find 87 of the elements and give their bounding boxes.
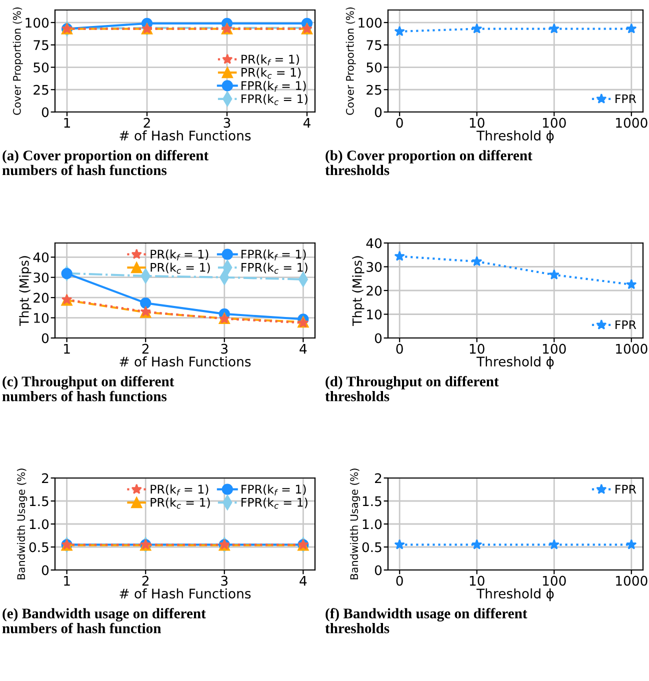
- x-tick-label: 2: [144, 118, 150, 128]
- legend-label: FPR: [616, 94, 636, 104]
- y-tick-label: 40: [366, 238, 382, 248]
- x-tick-label: 1000: [616, 576, 648, 586]
- legend-label: FPR: [616, 484, 636, 494]
- y-tick-label: 0.5: [362, 542, 382, 552]
- x-tick-label: 3: [224, 118, 230, 128]
- x-axis-title: # of Hash Functions: [120, 130, 251, 141]
- text: (b) Cover proportion on different thresholds: [325, 150, 532, 176]
- x-axis-title: Threshold ϕ: [476, 588, 554, 602]
- y-axis-title: Cover Proportion (%): [346, 7, 356, 115]
- x-tick-label: 4: [300, 344, 307, 354]
- x-axis-title: # of Hash Functions: [120, 588, 251, 599]
- y-tick-label: 0: [374, 565, 382, 576]
- x-tick-label: 4: [303, 118, 310, 128]
- legend-label: FPR(k$_{f}$ = 1): [242, 484, 306, 496]
- x-tick-label: 0: [396, 576, 403, 586]
- y-tick-label: 0: [374, 107, 382, 118]
- y-tick-label: 100: [358, 18, 382, 28]
- y-tick-label: 0: [42, 107, 49, 118]
- x-tick-label: 10: [470, 118, 484, 128]
- x-axis-title: Threshold ϕ: [476, 356, 554, 370]
- y-axis-title: Bandwidth Usage (%): [16, 468, 28, 580]
- y-tick-label: 10: [367, 309, 382, 320]
- x-tick-label: 1000: [616, 118, 648, 128]
- x-tick-label: 0: [396, 344, 403, 354]
- x-tick-label: 100: [542, 118, 566, 128]
- legend-label: FPR(k$_{c}$ = 1): [242, 498, 308, 509]
- x-tick-label: 4: [300, 576, 307, 586]
- x-tick-label: 3: [221, 344, 228, 354]
- x-tick-label: 1: [64, 118, 70, 128]
- legend-label: FPR: [616, 320, 636, 330]
- x-axis-title: Threshold ϕ: [476, 130, 554, 144]
- legend-label: PR(k$_{c}$ = 1): [242, 68, 301, 79]
- text: (a) Cover proportion on different numbers of hash functions: [2, 150, 209, 176]
- text: (f) Bandwidth usage on different thresholds: [325, 608, 528, 634]
- legend-label: FPR(k$_{f}$ = 1): [242, 249, 306, 260]
- legend-label: PR(k$_{f}$ = 1): [242, 54, 299, 66]
- x-tick-label: 1000: [616, 344, 648, 354]
- x-tick-label: 10: [470, 576, 484, 586]
- x-tick-label: 0: [396, 118, 403, 128]
- legend-label: PR(k$_{c}$ = 1): [150, 262, 210, 274]
- text: (e) Bandwidth usage on different numbers of hash function: [2, 608, 206, 634]
- y-tick-label: 0: [42, 565, 49, 576]
- x-tick-label: 1: [64, 344, 70, 354]
- y-tick-label: 75: [366, 40, 382, 50]
- y-tick-label: 0: [42, 333, 49, 344]
- legend-label: FPR(k$_{f}$ = 1): [242, 80, 306, 92]
- x-tick-label: 2: [142, 576, 148, 586]
- y-tick-label: 0: [374, 333, 382, 344]
- y-tick-label: 25: [366, 84, 382, 95]
- y-tick-label: 1.5: [362, 496, 382, 506]
- x-tick-label: 1: [64, 576, 70, 586]
- y-tick-label: 20: [34, 292, 49, 303]
- text: (d) Throughput on different thresholds: [325, 376, 499, 402]
- y-tick-label: 50: [34, 62, 49, 72]
- x-tick-label: 100: [542, 344, 566, 354]
- y-tick-label: 1.0: [30, 519, 49, 530]
- y-tick-label: 20: [366, 286, 382, 296]
- y-tick-label: 50: [366, 62, 382, 72]
- x-axis-title: # of Hash Functions: [120, 356, 251, 367]
- y-tick-label: 2: [375, 473, 382, 484]
- y-tick-label: 30: [366, 262, 382, 272]
- y-tick-label: 10: [34, 313, 49, 323]
- y-tick-label: 1.5: [30, 496, 48, 506]
- y-axis-title: Thpt (Mips): [19, 256, 32, 326]
- text: (c) Throughput on different numbers of hash functions: [2, 376, 174, 402]
- legend-label: PR(k$_{c}$ = 1): [150, 498, 210, 509]
- y-tick-label: 40: [33, 252, 49, 262]
- legend-label: PR(k$_{f}$ = 1): [150, 484, 208, 496]
- legend-label: PR(k$_{f}$ = 1): [150, 249, 208, 260]
- x-tick-label: 3: [221, 576, 228, 586]
- legend-label: FPR(k$_{c}$ = 1): [242, 262, 308, 274]
- x-tick-label: 100: [542, 576, 566, 586]
- y-axis-title: Cover Proportion (%): [12, 7, 23, 115]
- y-axis-title: Bandwidth Usage (%): [350, 468, 360, 580]
- y-tick-label: 25: [34, 84, 48, 95]
- x-tick-label: 2: [142, 344, 148, 354]
- y-tick-label: 2: [42, 473, 48, 484]
- y-tick-label: 75: [34, 40, 48, 50]
- y-tick-label: 1.0: [362, 519, 382, 530]
- x-tick-label: 10: [470, 344, 484, 354]
- y-tick-label: 30: [34, 272, 49, 283]
- y-axis-title: Thpt (Mips): [352, 256, 364, 326]
- y-tick-label: 100: [26, 18, 49, 28]
- y-tick-label: 0.5: [29, 542, 48, 552]
- legend-label: FPR(k$_{c}$ = 1): [242, 94, 308, 106]
